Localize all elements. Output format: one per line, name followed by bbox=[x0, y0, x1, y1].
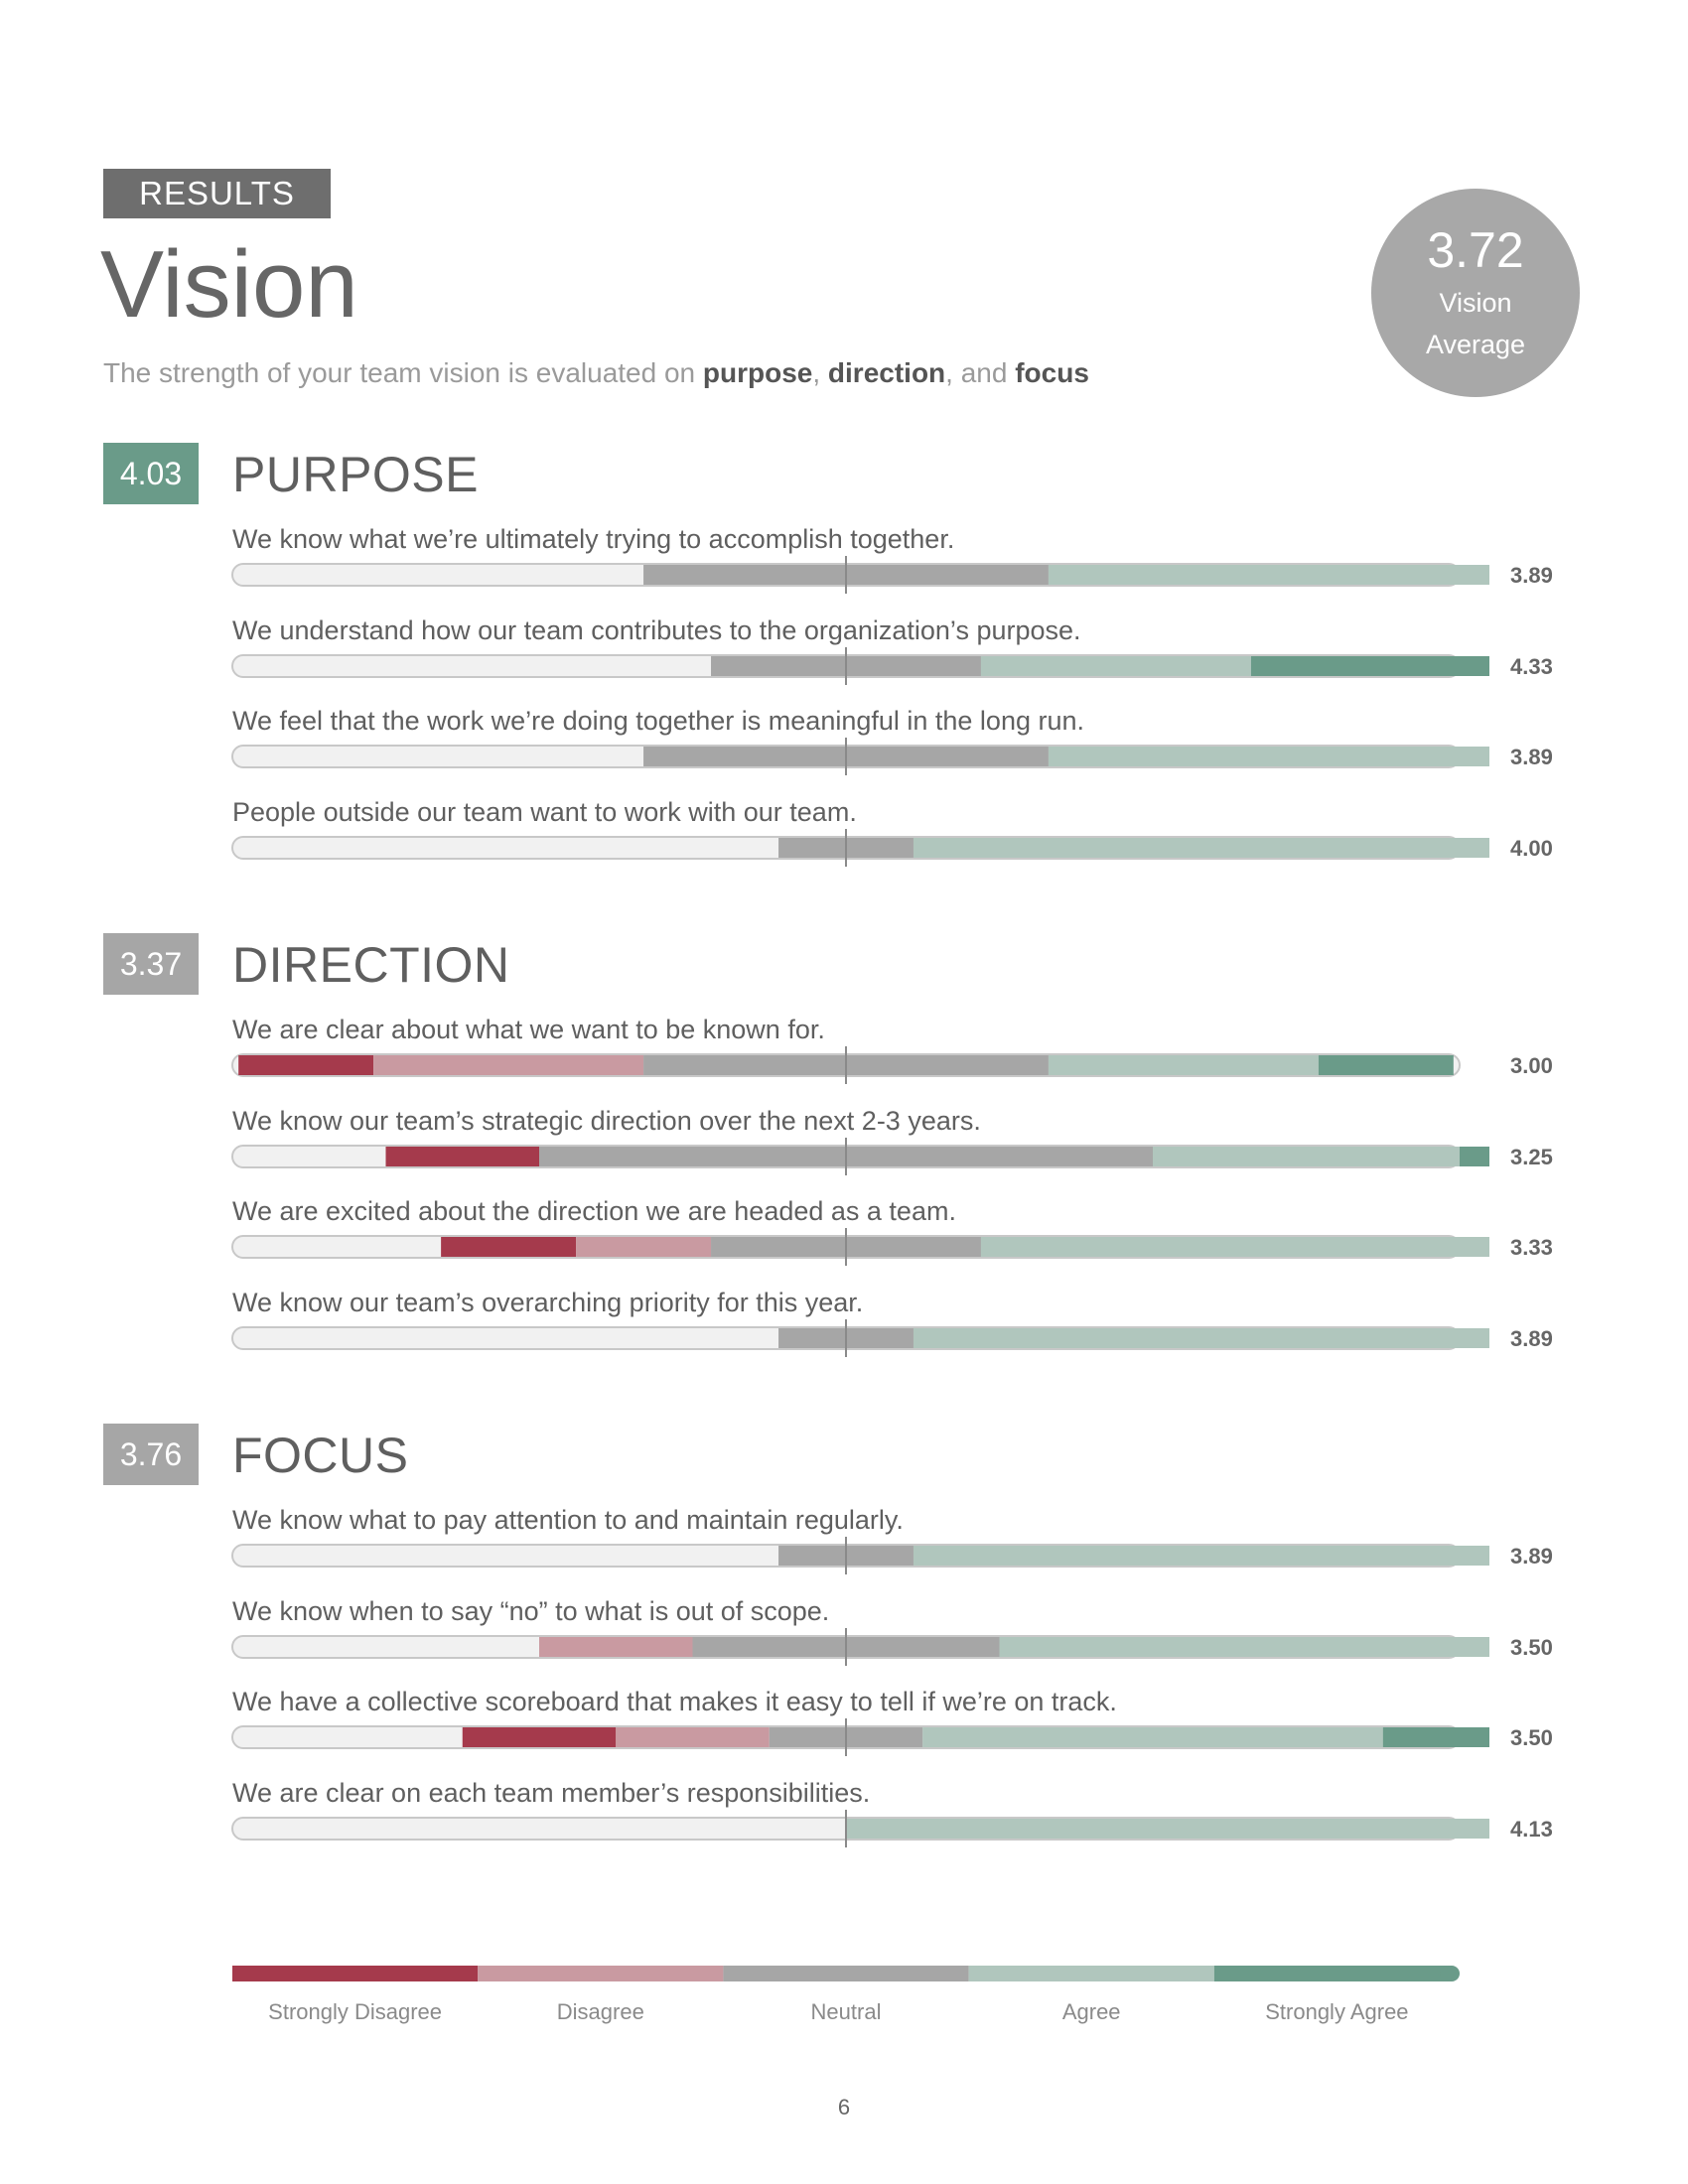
question-score: 3.00 bbox=[1510, 1053, 1553, 1078]
question-score: 4.33 bbox=[1510, 653, 1553, 679]
question-text: We know our team’s overarching priority … bbox=[232, 1287, 864, 1317]
vision-average-label: Average bbox=[1425, 330, 1526, 359]
question-text: We feel that the work we’re doing togeth… bbox=[232, 706, 1085, 736]
question-text: We know when to say “no” to what is out … bbox=[232, 1595, 830, 1626]
subtitle-text: The strength of your team vision is eval… bbox=[103, 357, 703, 388]
question-text: We know what to pay attention to and mai… bbox=[232, 1505, 904, 1535]
segment-strongly-agree bbox=[1250, 655, 1489, 676]
response-bar bbox=[231, 738, 1489, 775]
question-text: We know our team’s strategic direction o… bbox=[232, 1105, 981, 1136]
section-score-badge: 3.76 bbox=[103, 1424, 199, 1485]
vision-average-badge: 3.72 Vision Average bbox=[1371, 189, 1580, 397]
section-title: PURPOSE bbox=[232, 447, 480, 502]
legend-swatch-disagree bbox=[478, 1966, 724, 1981]
question-score: 3.33 bbox=[1510, 1235, 1553, 1260]
legend-swatch-cap bbox=[1440, 1966, 1460, 1981]
legend-bar bbox=[232, 1966, 1460, 1981]
question-text: We have a collective scoreboard that mak… bbox=[232, 1687, 1117, 1716]
segment-strongly-disagree bbox=[385, 1146, 539, 1166]
page-number: 6 bbox=[837, 2095, 851, 2119]
segment-disagree bbox=[616, 1727, 770, 1747]
question-text: We are excited about the direction we ar… bbox=[232, 1196, 956, 1226]
response-bar bbox=[231, 1537, 1489, 1574]
question-text: We are clear on each team member’s respo… bbox=[232, 1777, 871, 1808]
segment-strongly-disagree bbox=[238, 1055, 374, 1075]
question-text: People outside our team want to work wit… bbox=[232, 796, 857, 827]
page-title: Vision bbox=[100, 231, 358, 338]
response-bar bbox=[231, 1046, 1461, 1084]
response-bar bbox=[231, 1718, 1489, 1756]
question-score: 3.25 bbox=[1510, 1144, 1553, 1169]
question-score: 4.00 bbox=[1510, 835, 1553, 861]
question-score: 3.89 bbox=[1510, 1325, 1553, 1351]
results-tag: RESULTS bbox=[103, 169, 331, 218]
segment-disagree bbox=[539, 1636, 693, 1657]
section-score-badge: 4.03 bbox=[103, 443, 199, 504]
vision-average-label: Vision bbox=[1439, 288, 1512, 318]
legend-swatch-strongly-disagree bbox=[232, 1966, 479, 1981]
response-bar bbox=[231, 646, 1489, 685]
legend-label-agree: Agree bbox=[1061, 1999, 1121, 2024]
segment-strongly-disagree bbox=[462, 1727, 617, 1747]
legend-swatch-neutral bbox=[723, 1966, 969, 1981]
legend-swatch-agree bbox=[968, 1966, 1214, 1981]
segment-agree bbox=[1048, 565, 1489, 585]
question-score: 3.50 bbox=[1510, 1725, 1553, 1750]
page-subtitle: The strength of your team vision is eval… bbox=[103, 353, 1089, 393]
legend-label-strongly-disagree: Strongly Disagree bbox=[268, 1999, 443, 2024]
section-title: FOCUS bbox=[232, 1428, 409, 1483]
segment-agree bbox=[846, 1818, 1489, 1839]
segment-strongly-agree bbox=[1382, 1727, 1489, 1747]
section-title: DIRECTION bbox=[232, 937, 510, 993]
question-text: We know what we’re ultimately trying to … bbox=[232, 524, 955, 554]
segment-agree bbox=[999, 1636, 1489, 1657]
question-text: We are clear about what we want to be kn… bbox=[232, 1015, 825, 1044]
response-bar bbox=[231, 828, 1489, 867]
subtitle-direction: direction bbox=[827, 357, 946, 388]
legend-swatch-strongly-agree bbox=[1213, 1966, 1452, 1981]
segment-strongly-disagree bbox=[441, 1237, 577, 1257]
legend-label-strongly-agree: Strongly Agree bbox=[1265, 1999, 1409, 2024]
legend-label-disagree: Disagree bbox=[556, 1999, 644, 2024]
question-text: We understand how our team contributes t… bbox=[232, 614, 1081, 645]
segment-agree bbox=[1048, 747, 1489, 766]
segment-agree bbox=[980, 1237, 1489, 1257]
response-bar bbox=[231, 1137, 1489, 1175]
vision-average-value: 3.72 bbox=[1427, 222, 1524, 278]
segment-agree bbox=[913, 1327, 1489, 1348]
subtitle-purpose: purpose bbox=[702, 357, 813, 388]
segment-strongly-agree bbox=[1318, 1055, 1454, 1075]
segment-agree bbox=[913, 837, 1489, 858]
response-bar bbox=[231, 1627, 1489, 1666]
response-bar bbox=[231, 1228, 1489, 1266]
response-bar bbox=[231, 1809, 1489, 1847]
segment-agree bbox=[980, 655, 1251, 676]
question-score: 4.13 bbox=[1510, 1816, 1553, 1842]
segment-agree bbox=[922, 1727, 1383, 1747]
segment-disagree bbox=[576, 1237, 712, 1257]
question-score: 3.89 bbox=[1510, 563, 1553, 588]
subtitle-sep: , and bbox=[945, 357, 1016, 388]
question-score: 3.89 bbox=[1510, 745, 1553, 769]
response-bar bbox=[231, 1318, 1489, 1357]
section-score-badge: 3.37 bbox=[103, 933, 199, 995]
segment-disagree bbox=[373, 1055, 644, 1075]
subtitle-sep: , bbox=[812, 357, 828, 388]
segment-agree bbox=[913, 1546, 1489, 1566]
segment-agree bbox=[1048, 1055, 1319, 1075]
response-bar bbox=[231, 556, 1489, 594]
segment-strongly-agree bbox=[1460, 1146, 1489, 1166]
segment-agree bbox=[1153, 1146, 1460, 1166]
legend-label-neutral: Neutral bbox=[810, 1999, 882, 2024]
subtitle-focus: focus bbox=[1015, 357, 1089, 388]
question-score: 3.89 bbox=[1510, 1544, 1553, 1569]
question-score: 3.50 bbox=[1510, 1634, 1553, 1660]
